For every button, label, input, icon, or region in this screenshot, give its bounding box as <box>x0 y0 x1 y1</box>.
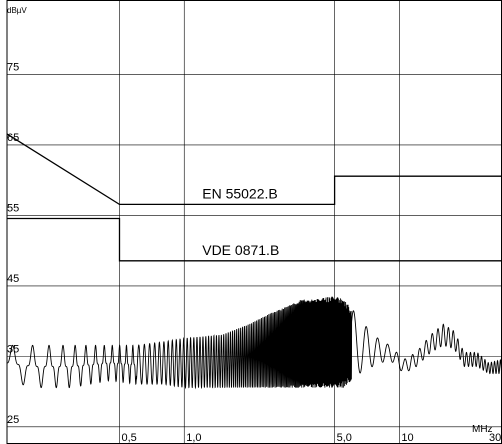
y-tick-label: 55 <box>7 202 19 214</box>
measurement-line <box>6 296 502 390</box>
x-tick-label: 1,0 <box>186 432 201 444</box>
y-tick-labels: 25 35 45 55 65 75 <box>7 61 19 425</box>
limit-lines <box>6 133 502 262</box>
x-tick-labels: 0,5 1,0 5,0 10 30 <box>121 432 501 444</box>
limit-annotations: EN 55022.B VDE 0871.B <box>202 185 279 257</box>
y-tick-label: 45 <box>7 273 19 285</box>
x-tick-label: 5,0 <box>337 432 352 444</box>
x-tick-label: 0,5 <box>121 432 136 444</box>
vde0871-label: VDE 0871.B <box>202 242 279 258</box>
measurement-trace <box>6 296 502 390</box>
y-tick-label: 65 <box>7 132 19 144</box>
x-axis-unit: MHz <box>472 424 493 435</box>
y-axis-unit: dBµV <box>7 6 27 15</box>
y-tick-label: 35 <box>7 343 19 355</box>
x-tick-label: 10 <box>401 432 413 444</box>
x-tick-label: 30 <box>489 432 501 444</box>
y-tick-label: 25 <box>7 414 19 426</box>
limit-line <box>7 217 502 262</box>
y-tick-label: 75 <box>7 61 19 73</box>
en55022-label: EN 55022.B <box>202 185 278 201</box>
limit-line <box>6 133 502 206</box>
